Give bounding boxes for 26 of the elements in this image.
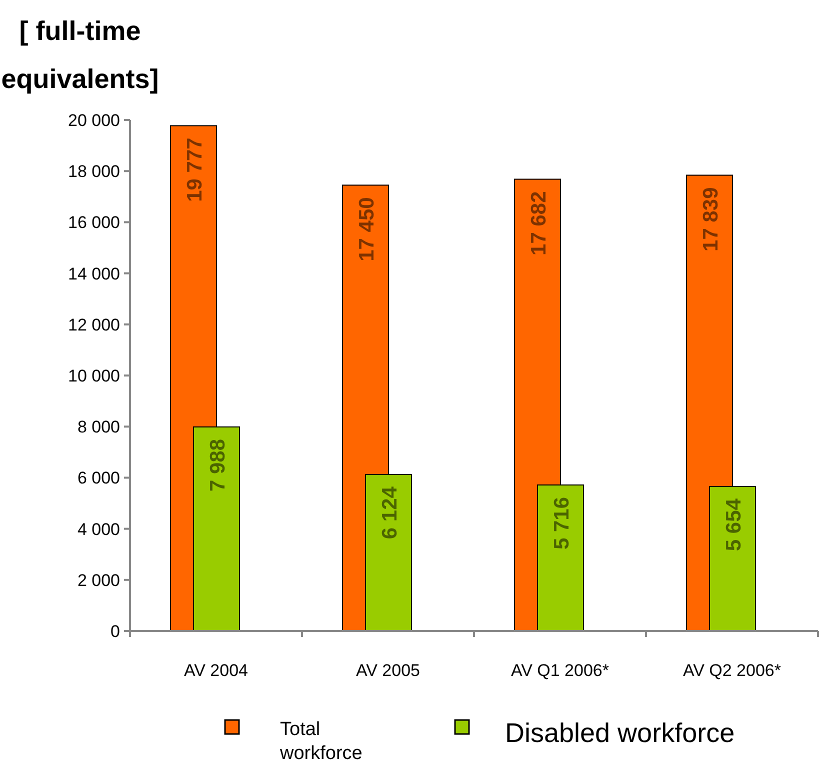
x-tick-label: AV Q1 2006* <box>511 661 610 680</box>
legend-label: Total workforce <box>279 719 362 764</box>
y-tick-label: 20 000 <box>68 110 120 130</box>
y-tick-label: 16 000 <box>68 213 120 232</box>
y-tick-label: 4 000 <box>77 520 120 539</box>
legend-label: Disabled workforce <box>505 718 735 748</box>
y-tick-label: 10 000 <box>68 366 120 386</box>
x-tick-label: AV 2005 <box>356 661 420 680</box>
data-label: 6 124 <box>378 486 402 540</box>
y-tick-label: 6 000 <box>77 468 120 488</box>
data-label: 5 654 <box>722 498 746 552</box>
y-tick-label: 8 000 <box>77 418 120 437</box>
y-tick-label: 14 000 <box>68 264 120 284</box>
data-label: 17 450 <box>356 197 378 262</box>
data-label: 17 839 <box>700 187 722 252</box>
y-tick-label: 18 000 <box>68 162 120 182</box>
data-label: 19 777 <box>184 138 206 202</box>
data-label: 17 682 <box>528 191 550 256</box>
y-tick-label: 0 <box>110 622 120 641</box>
y-tick-label: 12 000 <box>68 315 120 334</box>
x-tick-label: AV 2004 <box>184 661 248 680</box>
y-axis-title: [ full-time equivalents] <box>1 16 159 94</box>
y-tick-label: 2 000 <box>77 570 120 590</box>
data-label: 5 716 <box>550 496 574 550</box>
data-label: 7 988 <box>206 438 230 492</box>
x-tick-label: AV Q2 2006* <box>683 661 782 680</box>
